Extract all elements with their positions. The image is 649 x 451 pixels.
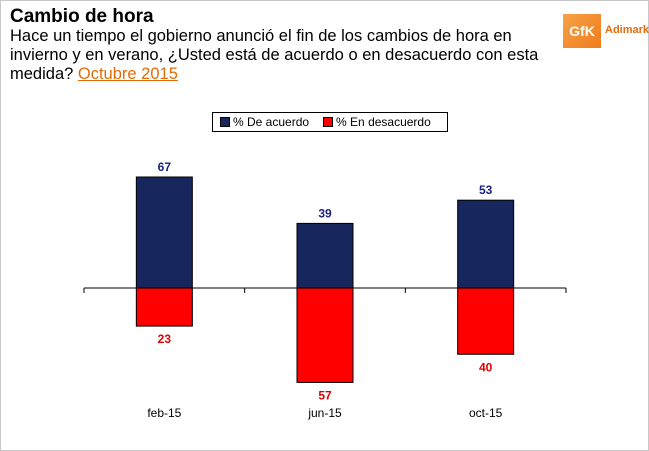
bar-agree-jun-15 bbox=[296, 222, 354, 289]
data-label-disagree-oct-15: 40 bbox=[479, 360, 493, 374]
bar-disagree-oct-15 bbox=[457, 287, 515, 355]
bar-agree-feb-15 bbox=[135, 176, 193, 289]
survey-question: Hace un tiempo el gobierno anunció el fi… bbox=[10, 27, 550, 84]
legend-swatch-disagree bbox=[323, 117, 334, 127]
x-tick-label-jun-15: jun-15 bbox=[307, 406, 342, 420]
gfk-logo-mark: GfK bbox=[563, 14, 601, 48]
chart-legend: % De acuerdo % En desacuerdo bbox=[212, 112, 448, 132]
question-text: Hace un tiempo el gobierno anunció el fi… bbox=[10, 27, 539, 83]
legend-label-agree: % De acuerdo bbox=[233, 115, 310, 129]
data-label-disagree-jun-15: 57 bbox=[318, 388, 332, 402]
data-label-agree-oct-15: 53 bbox=[479, 183, 493, 197]
x-tick-label-oct-15: oct-15 bbox=[469, 406, 503, 420]
bar-disagree-jun-15 bbox=[296, 287, 354, 383]
bar-agree-oct-15 bbox=[457, 199, 515, 289]
adimark-logo-word: Adimark bbox=[605, 24, 649, 36]
date-link[interactable]: Octubre 2015 bbox=[77, 65, 178, 83]
x-tick-label-feb-15: feb-15 bbox=[147, 406, 181, 420]
bar-disagree-feb-15 bbox=[135, 287, 193, 327]
legend-item-disagree: % En desacuerdo bbox=[323, 115, 431, 129]
data-label-disagree-feb-15: 23 bbox=[158, 332, 172, 346]
data-label-agree-feb-15: 67 bbox=[158, 160, 172, 174]
data-label-agree-jun-15: 39 bbox=[318, 206, 332, 220]
legend-item-agree: % De acuerdo bbox=[220, 115, 309, 129]
page-title: Cambio de hora bbox=[10, 6, 154, 27]
legend-label-disagree: % En desacuerdo bbox=[336, 115, 431, 129]
gfk-adimark-logo: GfK Adimark bbox=[563, 14, 649, 48]
legend-swatch-agree bbox=[220, 117, 230, 127]
